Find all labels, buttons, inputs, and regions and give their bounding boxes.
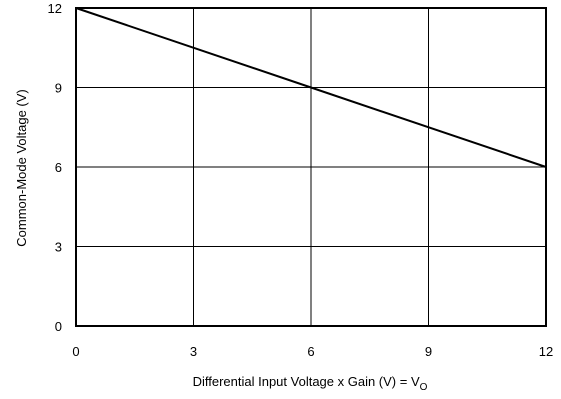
grid-lines	[75, 7, 547, 327]
y-tick-label: 9	[55, 81, 62, 96]
y-tick-labels: 0 3 6 9 12	[48, 1, 62, 334]
x-tick-label: 9	[425, 344, 432, 359]
x-tick-label: 12	[539, 344, 553, 359]
plot-frame	[75, 7, 547, 327]
y-tick-label: 3	[55, 240, 62, 255]
y-tick-label: 12	[48, 1, 62, 16]
x-axis-label: Differential Input Voltage x Gain (V) = …	[193, 374, 428, 393]
x-tick-label: 0	[72, 344, 79, 359]
y-tick-label: 0	[55, 319, 62, 334]
series-lines	[75, 7, 547, 168]
y-axis-label: Common-Mode Voltage (V)	[14, 89, 29, 247]
x-tick-label: 3	[190, 344, 197, 359]
y-tick-label: 6	[55, 160, 62, 175]
series-line	[75, 7, 547, 168]
x-tick-labels: 0 3 6 9 12	[72, 344, 553, 359]
x-tick-label: 6	[307, 344, 314, 359]
